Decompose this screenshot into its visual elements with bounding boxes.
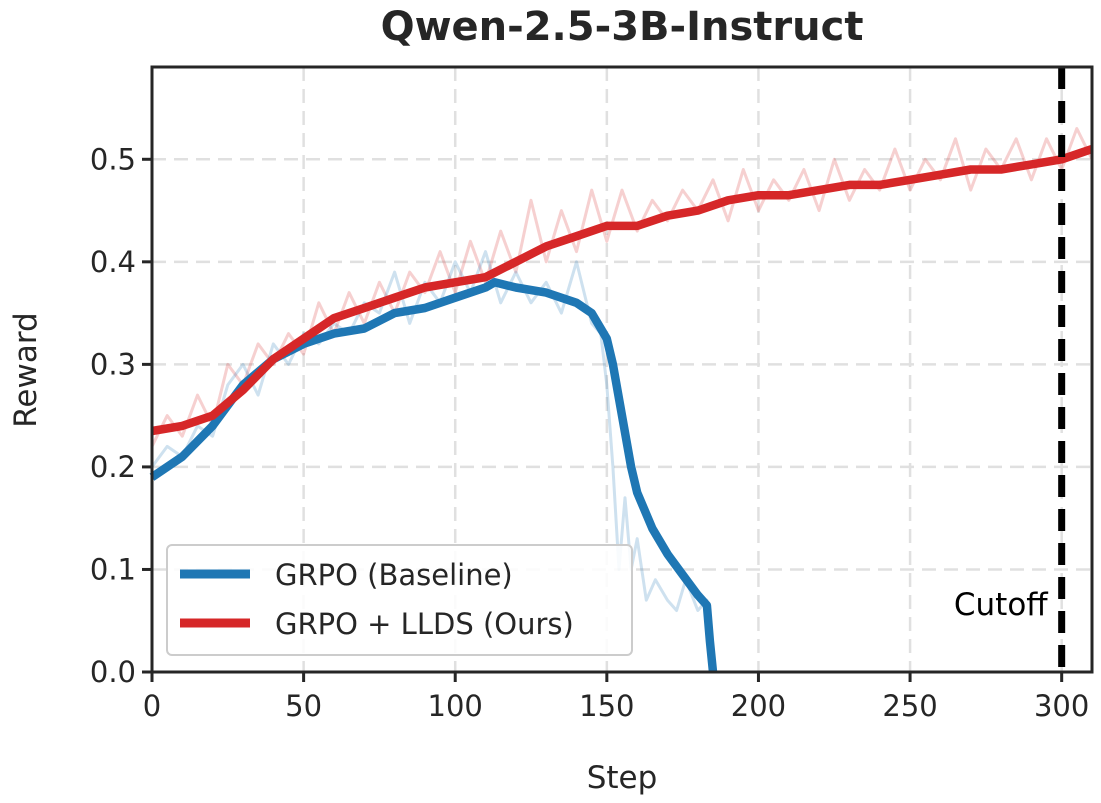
x-tick-label: 150	[579, 689, 634, 723]
cutoff-label: Cutoff	[954, 587, 1048, 623]
smoothed-series-layer	[149, 144, 1094, 673]
smoothed-series-llds	[151, 144, 1094, 436]
plot-frame	[150, 65, 1094, 674]
y-tick-label: 0.4	[90, 245, 136, 279]
x-tick-label: 300	[1034, 689, 1089, 723]
y-tick-label: 0.3	[90, 347, 136, 381]
y-tick-label: 0.0	[90, 655, 136, 689]
y-tick-label: 0.1	[90, 552, 136, 586]
x-tick-label: 200	[731, 689, 786, 723]
chart-title: Qwen-2.5-3B-Instruct	[381, 4, 864, 50]
cutoff-annotation: Cutoff	[954, 67, 1066, 672]
x-axis-label: Step	[587, 760, 658, 796]
legend-box	[166, 544, 633, 656]
y-tick-label: 0.5	[90, 142, 136, 176]
x-tick-label: 0	[143, 689, 161, 723]
legend: GRPO (Baseline) GRPO + LLDS (Ours)	[166, 544, 633, 656]
legend-label-grpo: GRPO (Baseline)	[275, 558, 513, 592]
y-axis-label: Reward	[8, 312, 44, 427]
x-tick-label: 100	[428, 689, 483, 723]
x-tick-label: 50	[285, 689, 322, 723]
raw-series-grpo	[150, 250, 715, 673]
x-tick-label: 250	[882, 689, 937, 723]
y-tick-label: 0.2	[90, 450, 136, 484]
axis-ticks: 0 50 100 150 200 250 300 0.0 0.1 0.2 0.3 0.4 0.5	[90, 142, 1089, 723]
legend-label-llds: GRPO + LLDS (Ours)	[275, 607, 574, 641]
